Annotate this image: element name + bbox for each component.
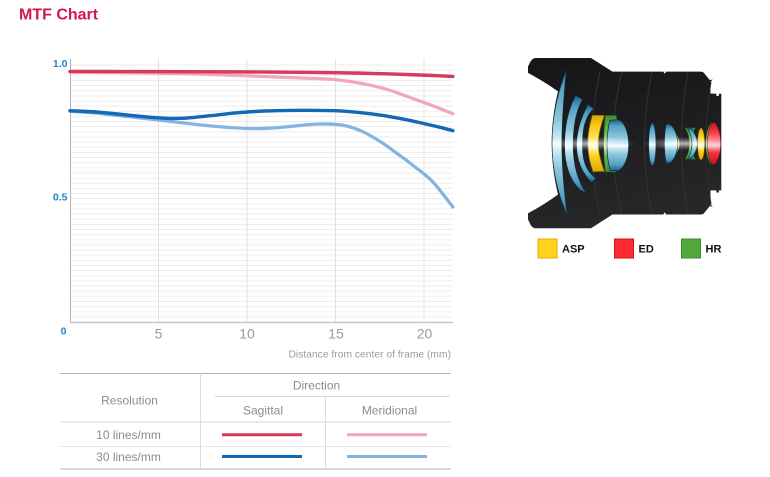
svg-text:Resolution: Resolution (101, 394, 158, 408)
svg-text:ASP: ASP (562, 244, 585, 256)
svg-text:HR: HR (706, 244, 722, 256)
svg-text:Direction: Direction (293, 379, 340, 393)
svg-text:Distance from center of frame: Distance from center of frame (mm) (289, 350, 452, 361)
svg-text:10: 10 (239, 326, 255, 342)
svg-text:ED: ED (639, 244, 654, 256)
svg-text:10 lines/mm: 10 lines/mm (96, 428, 161, 442)
svg-text:30 lines/mm: 30 lines/mm (96, 450, 161, 464)
svg-text:Sagittal: Sagittal (243, 404, 283, 418)
svg-text:0.5: 0.5 (53, 191, 68, 203)
svg-text:MTF Chart: MTF Chart (19, 7, 99, 24)
svg-text:5: 5 (155, 326, 163, 342)
svg-text:0: 0 (61, 326, 67, 338)
svg-text:20: 20 (417, 326, 433, 342)
svg-text:1.0: 1.0 (53, 58, 68, 70)
svg-text:Meridional: Meridional (362, 404, 417, 418)
svg-text:15: 15 (328, 326, 344, 342)
